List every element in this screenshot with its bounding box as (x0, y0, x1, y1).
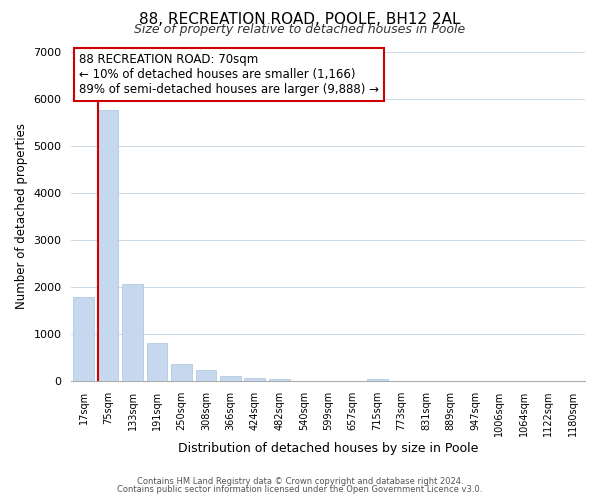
Bar (146, 342, 167, 381)
Bar (196, 370, 217, 381)
Bar (73, 298, 94, 381)
Text: Size of property relative to detached houses in Poole: Size of property relative to detached ho… (134, 22, 466, 36)
Bar (269, 380, 290, 381)
Text: 88 RECREATION ROAD: 70sqm
← 10% of detached houses are smaller (1,166)
89% of se: 88 RECREATION ROAD: 70sqm ← 10% of detac… (79, 53, 379, 96)
Y-axis label: Number of detached properties: Number of detached properties (15, 124, 28, 310)
Text: 88, RECREATION ROAD, POOLE, BH12 2AL: 88, RECREATION ROAD, POOLE, BH12 2AL (139, 12, 461, 28)
Bar (122, 284, 143, 381)
Text: Contains HM Land Registry data © Crown copyright and database right 2024.: Contains HM Land Registry data © Crown c… (137, 477, 463, 486)
Bar (171, 364, 192, 381)
Text: Contains public sector information licensed under the Open Government Licence v3: Contains public sector information licen… (118, 485, 482, 494)
Bar (367, 379, 388, 381)
Bar (244, 378, 265, 381)
X-axis label: Distribution of detached houses by size in Poole: Distribution of detached houses by size … (178, 442, 478, 455)
Bar (220, 376, 241, 381)
Bar (98, 110, 118, 381)
